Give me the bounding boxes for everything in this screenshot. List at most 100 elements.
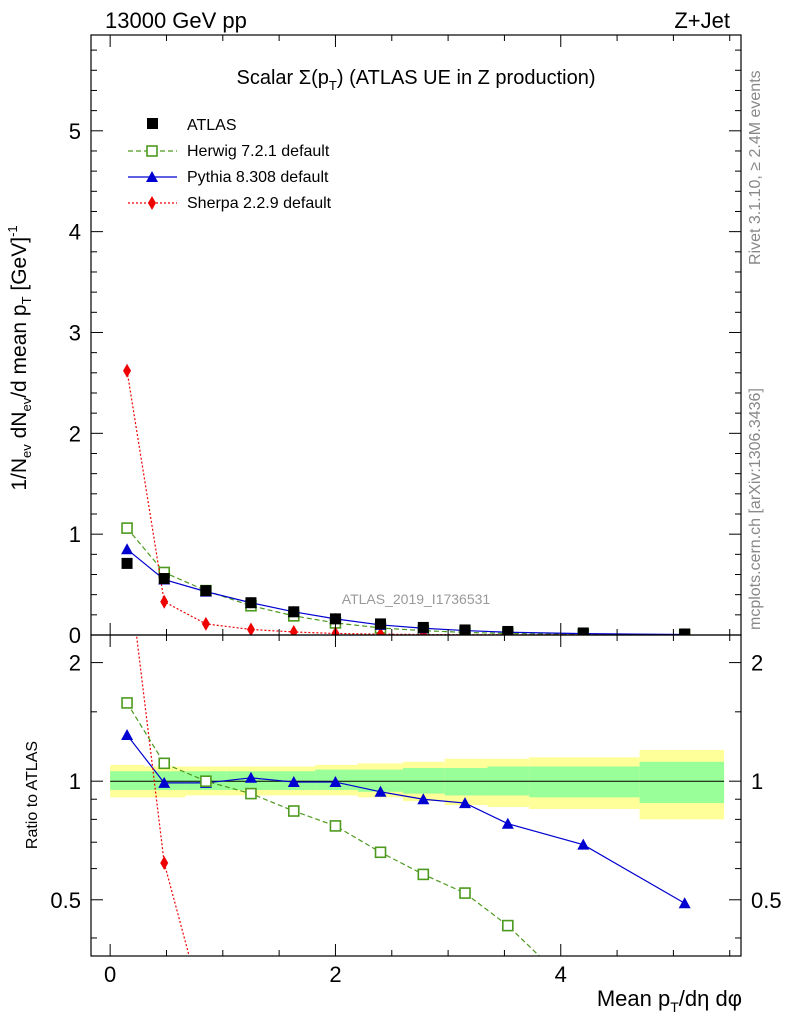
main-point-atlas xyxy=(577,627,589,635)
ratio-frame xyxy=(90,634,742,957)
main-point-sherpa xyxy=(376,627,385,635)
ratio-point-sherpa xyxy=(202,1011,210,1024)
legend-label-atlas: ATLAS xyxy=(187,117,237,134)
legend-entry-sherpa: Sherpa 2.2.9 default xyxy=(128,195,332,212)
ratio-y-tick-label-left: 2 xyxy=(69,651,81,676)
ratio-point-pythia xyxy=(244,771,257,783)
legend-marker-sherpa xyxy=(148,196,156,210)
main-panel: 0 1 2 3 4 5 Scalar Σ(pT) (ATLAS UE in Z produ… xyxy=(5,34,742,648)
main-y-tick-label: 5 xyxy=(69,119,81,144)
ratio-x-tick-label: 2 xyxy=(329,962,341,987)
ratio-band-inner xyxy=(529,766,640,798)
main-point-atlas xyxy=(288,606,300,618)
main-y-axis-label: 1/Nev dNev/d mean pT [GeV]-1 xyxy=(5,225,34,490)
ratio-point-sherpa xyxy=(160,855,169,870)
ratio-point-pythia xyxy=(374,785,387,797)
legend-marker-herwig xyxy=(146,145,158,157)
main-point-atlas xyxy=(502,625,514,635)
ratio-point-pythia xyxy=(501,817,514,829)
ratio-point-pythia xyxy=(329,776,342,788)
ratio-point-herwig xyxy=(121,697,133,709)
main-point-atlas xyxy=(459,624,471,635)
ratio-point-herwig xyxy=(459,887,471,899)
main-y-tick-label: 3 xyxy=(69,320,81,345)
main-point-pythia xyxy=(121,543,134,555)
main-point-atlas xyxy=(679,628,691,635)
legend-marker-atlas xyxy=(147,118,158,129)
main-point-sherpa xyxy=(123,363,132,378)
ratio-point-herwig xyxy=(329,820,342,832)
main-point-atlas xyxy=(200,585,212,597)
header-right-label: Z+Jet xyxy=(674,8,730,33)
ratio-point-herwig xyxy=(417,868,430,881)
ratio-point-herwig xyxy=(245,787,257,800)
ratio-point-pythia xyxy=(158,776,171,788)
main-point-atlas xyxy=(158,573,170,585)
ratio-y-axis-label: Ratio to ATLAS xyxy=(24,741,41,849)
main-point-atlas xyxy=(417,621,429,633)
legend-label-herwig: Herwig 7.2.1 default xyxy=(187,143,330,160)
legend-entry-herwig: Herwig 7.2.1 default xyxy=(128,143,330,160)
ratio-point-herwig xyxy=(200,775,212,787)
ratio-x-tick-label: 0 xyxy=(104,962,116,987)
main-point-atlas xyxy=(121,557,133,569)
main-point-atlas xyxy=(375,618,387,630)
main-y-tick-label: 0 xyxy=(69,623,81,648)
ratio-point-herwig xyxy=(544,961,554,971)
main-y-tick-label: 2 xyxy=(69,421,81,446)
ratio-y-tick-label-right: 1 xyxy=(751,769,763,794)
ratio-x-tick-label: 4 xyxy=(555,962,567,987)
main-legend: ATLAS Herwig 7.2.1 default Pythia 8.308 … xyxy=(128,117,332,212)
main-line-herwig xyxy=(126,527,685,635)
ratio-y-tick-label-right: 0.5 xyxy=(751,888,782,913)
ratio-point-pythia xyxy=(121,728,134,740)
main-point-sherpa xyxy=(201,616,210,631)
x-axis-label: Mean pT/dη dφ xyxy=(597,986,742,1015)
ratio-line-herwig xyxy=(126,702,541,956)
main-title-suffix: ) (ATLAS UE in Z production) xyxy=(337,67,596,89)
ratio-point-pythia xyxy=(577,838,590,850)
ratio-series-layer xyxy=(121,635,691,1024)
ratio-point-pythia xyxy=(287,776,300,788)
ratio-band-inner xyxy=(444,768,488,796)
ratio-panel: 0.5 0.5 1 1 2 2 0 2 4 Ratio to ATLAS xyxy=(24,634,782,1024)
legend-marker-pythia xyxy=(146,171,158,182)
main-point-atlas xyxy=(329,613,341,625)
ratio-point-pythia xyxy=(678,897,691,909)
main-series-layer xyxy=(121,363,691,635)
ratio-y-tick-label-left: 0.5 xyxy=(50,888,81,913)
main-y-tick-label: 4 xyxy=(69,220,81,245)
ratio-axes: 0.5 0.5 1 1 2 2 0 2 4 xyxy=(50,635,782,987)
main-point-atlas xyxy=(245,597,257,609)
ratio-point-herwig xyxy=(287,805,300,817)
ratio-band-inner xyxy=(110,771,144,790)
ratio-point-pythia xyxy=(417,793,430,805)
main-point-herwig xyxy=(121,522,133,534)
main-axes: 0 1 2 3 4 5 xyxy=(69,35,741,648)
ratio-y-tick-label-left: 1 xyxy=(69,769,81,794)
main-title-prefix: Scalar Σ(p xyxy=(237,67,329,89)
ratio-y-tick-label-right: 2 xyxy=(751,651,763,676)
main-point-sherpa xyxy=(289,624,298,635)
header-left-label: 13000 GeV pp xyxy=(105,8,247,33)
ratio-point-herwig xyxy=(502,919,514,932)
legend-entry-atlas: ATLAS xyxy=(147,117,237,134)
ratio-point-herwig xyxy=(374,846,387,859)
ratio-point-pythia xyxy=(459,797,472,809)
ratio-band-inner xyxy=(639,761,725,804)
ratio-line-pythia xyxy=(126,734,685,904)
main-line-pythia xyxy=(126,548,685,635)
main-point-sherpa xyxy=(160,594,169,609)
watermark-label: ATLAS_2019_I1736531 xyxy=(342,591,491,607)
ratio-point-herwig xyxy=(158,757,171,770)
legend-label-pythia: Pythia 8.308 default xyxy=(187,169,329,186)
main-point-sherpa xyxy=(246,622,255,635)
main-title-subscript: T xyxy=(329,78,337,93)
legend-entry-pythia: Pythia 8.308 default xyxy=(128,169,329,186)
side-label-mcplots: mcplots.cern.ch [arXiv:1306.3436] xyxy=(747,388,764,630)
main-y-tick-label: 1 xyxy=(69,522,81,547)
legend-label-sherpa: Sherpa 2.2.9 default xyxy=(187,195,332,212)
side-label-rivet: Rivet 3.1.10, ≥ 2.4M events xyxy=(747,70,764,265)
main-title: Scalar Σ(pT) (ATLAS UE in Z production) xyxy=(237,67,596,93)
